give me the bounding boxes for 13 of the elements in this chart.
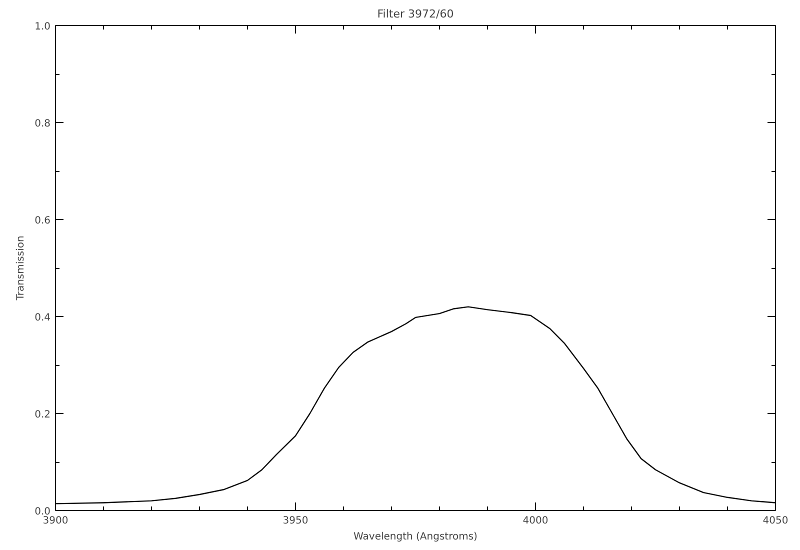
y-tick-label: 0.8 <box>34 118 51 130</box>
y-tick-label: 1.0 <box>34 22 51 32</box>
y-tick-label: 0.2 <box>34 410 51 420</box>
x-tick-label: 4000 <box>522 516 548 526</box>
x-tick-label: 3900 <box>42 516 68 526</box>
x-tick-label: 3950 <box>282 516 308 526</box>
y-tick-label: 0.4 <box>34 312 51 324</box>
y-axis-title: Transmission <box>16 236 27 302</box>
chart-title: Filter 3972/60 <box>377 8 454 20</box>
x-tick-label: 4050 <box>762 516 788 526</box>
y-tick-label: 0.0 <box>34 506 51 518</box>
x-axis-title: Wavelength (Angstroms) <box>354 532 478 542</box>
y-tick-label: 0.6 <box>34 216 51 226</box>
